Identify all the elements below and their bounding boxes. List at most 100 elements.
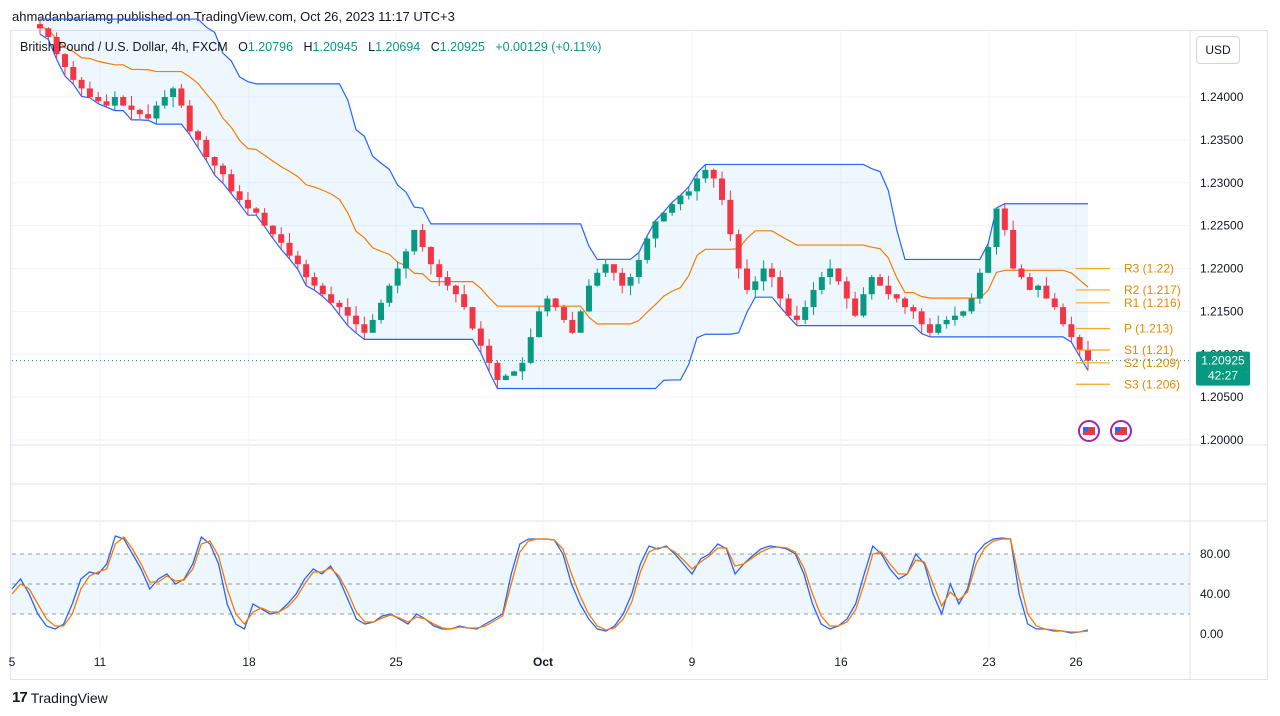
candle-body xyxy=(219,165,226,175)
candle-body xyxy=(727,199,734,235)
candle-body xyxy=(635,259,642,278)
high-label: H xyxy=(303,40,313,54)
price-tick-label: 1.21500 xyxy=(1200,304,1244,318)
candle-body xyxy=(37,24,43,29)
candle-body xyxy=(993,208,1000,248)
candle-body xyxy=(552,298,559,308)
candle-body xyxy=(669,204,676,213)
candle-body xyxy=(860,294,867,316)
candle-body xyxy=(1026,277,1033,290)
candle-body xyxy=(1001,208,1008,230)
pivot-label: S3 (1.206) xyxy=(1124,377,1180,391)
candle-body xyxy=(153,105,160,119)
candle-body xyxy=(95,97,102,102)
us-flag-event-icon xyxy=(1083,427,1095,435)
candle-body xyxy=(785,298,792,316)
close-label: C xyxy=(430,40,440,54)
candle-body xyxy=(86,88,93,97)
pivot-label: R2 (1.217) xyxy=(1124,283,1181,297)
candle-body xyxy=(186,105,193,132)
candle-body xyxy=(743,268,750,290)
stoch-tick-label: 40.00 xyxy=(1200,587,1230,601)
candle-body xyxy=(893,294,900,299)
candle-body xyxy=(926,324,933,333)
us-flag-event-icon xyxy=(1115,427,1120,431)
candle-body xyxy=(960,311,967,316)
price-tick-label: 1.20500 xyxy=(1200,390,1244,404)
us-flag-event-icon xyxy=(1083,427,1088,431)
candle-body xyxy=(269,225,276,235)
candle-body xyxy=(602,264,609,273)
price-tick-label: 1.22500 xyxy=(1200,219,1244,233)
candle-body xyxy=(768,268,775,278)
publisher-header: ahmadanbariamg published on TradingView.… xyxy=(12,9,455,24)
candle-body xyxy=(486,345,493,363)
time-tick-label: Oct xyxy=(533,655,553,669)
candle-body xyxy=(935,324,942,333)
candle-body xyxy=(328,294,335,303)
candle-body xyxy=(494,362,501,380)
candle-body xyxy=(511,371,518,376)
low-label: L xyxy=(368,40,376,54)
candle-body xyxy=(968,298,975,312)
stoch-tick-label: 80.00 xyxy=(1200,547,1230,561)
candle-body xyxy=(752,281,759,290)
candle-body xyxy=(619,272,626,286)
change-value: +0.00129 (+0.11%) xyxy=(495,40,602,54)
candle-body xyxy=(336,302,343,308)
candle-body xyxy=(170,88,177,97)
candle-body xyxy=(111,97,118,106)
pivot-label: S1 (1.21) xyxy=(1124,343,1173,357)
pivot-label: S2 (1.209) xyxy=(1124,356,1180,370)
candle-body xyxy=(561,307,567,320)
candle-body xyxy=(519,362,526,372)
candle-body xyxy=(827,268,834,278)
pivot-label: R1 (1.216) xyxy=(1124,296,1181,310)
candle-body xyxy=(1060,307,1067,325)
price-tick-label: 1.20000 xyxy=(1200,433,1244,447)
candle-body xyxy=(253,208,260,213)
candle-body xyxy=(843,281,850,299)
candle-body xyxy=(735,234,742,269)
pivot-label: P (1.213) xyxy=(1124,322,1173,336)
candle-body xyxy=(444,277,451,286)
candle-body xyxy=(652,221,659,239)
pivot-label: R3 (1.22) xyxy=(1124,262,1174,276)
candle-body xyxy=(527,337,534,363)
candle-body xyxy=(311,277,318,286)
candle-body xyxy=(461,294,468,308)
candle-body xyxy=(569,319,576,333)
price-tick-label: 1.23500 xyxy=(1200,133,1244,147)
candle-body xyxy=(228,174,235,192)
candle-body xyxy=(278,234,285,243)
channel-fill xyxy=(40,19,1088,389)
candle-body xyxy=(610,264,617,273)
candle-body xyxy=(1085,349,1091,361)
candle-body xyxy=(577,311,584,333)
candle-body xyxy=(877,277,884,286)
candle-body xyxy=(394,268,401,286)
tradingview-brand[interactable]: TradingView xyxy=(30,689,108,706)
candle-body xyxy=(644,238,651,260)
price-tick-label: 1.23000 xyxy=(1200,176,1244,190)
candle-body xyxy=(303,264,310,278)
candle-body xyxy=(211,157,218,166)
open-value: 1.20796 xyxy=(247,40,294,54)
candle-body xyxy=(810,289,817,308)
candle-body xyxy=(369,319,376,333)
candle-body xyxy=(236,191,243,200)
candle-body xyxy=(777,277,784,299)
candle-body xyxy=(677,195,684,205)
high-value: 1.20945 xyxy=(312,40,358,54)
candle-body xyxy=(161,97,168,106)
candle-body xyxy=(361,324,368,333)
currency-button[interactable]: USD xyxy=(1196,36,1240,64)
candle-body xyxy=(427,247,434,265)
candle-body xyxy=(386,285,393,303)
candle-body xyxy=(1018,268,1025,278)
candle-body xyxy=(1043,285,1050,299)
candle-body xyxy=(868,277,875,295)
candle-body xyxy=(802,307,809,320)
candle-body xyxy=(760,268,767,282)
